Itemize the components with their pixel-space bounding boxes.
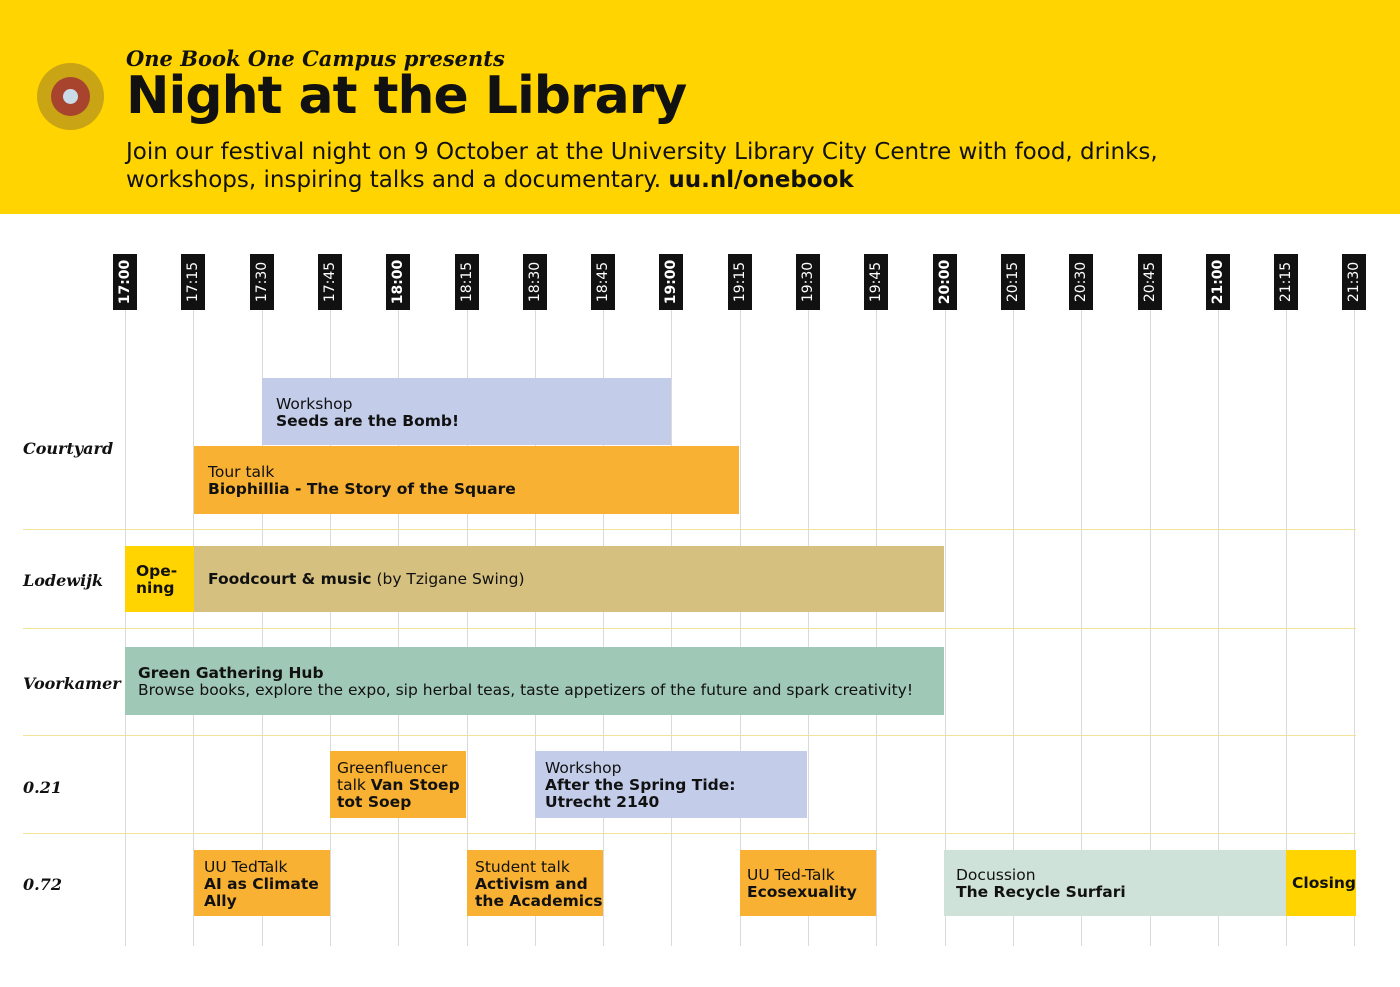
time-tick-label: 20:15 [1005,261,1021,303]
event-kind: Student talk [475,858,570,876]
time-tick: 21:00 [1206,254,1230,310]
time-tick: 18:45 [591,254,615,310]
event-title: Seeds are the Bomb! [276,412,460,430]
time-tick-label: 20:30 [1073,261,1089,303]
event-kind: Docussion [956,866,1036,884]
time-tick: 19:45 [864,254,888,310]
time-tick-label: 18:15 [459,261,475,303]
time-tick-label: 21:30 [1346,261,1362,303]
time-tick: 18:30 [523,254,547,310]
event-activism-student-talk[interactable]: Student talk Activism and the Academics [467,850,603,916]
time-tick: 17:30 [250,254,274,310]
event-note: (by Tzigane Swing) [376,570,525,588]
event-biophillia-tour[interactable]: Tour talk Biophillia - The Story of the … [194,446,739,514]
event-title: AI as Climate [204,875,319,893]
time-tick: 18:00 [386,254,410,310]
event-green-gathering-hub[interactable]: Green Gathering Hub Browse books, explor… [125,647,944,715]
event-kind: UU TedTalk [204,858,288,876]
event-closing[interactable]: Closing [1286,850,1356,916]
row-separator [23,628,1356,629]
time-tick: 21:30 [1342,254,1366,310]
room-label-072: 0.72 [23,875,62,894]
event-ecosexuality-tedtalk[interactable]: UU Ted-Talk Ecosexuality [740,850,876,916]
page-title: Night at the Library [126,66,687,126]
time-tick-label: 18:30 [527,261,543,303]
time-tick-label: 19:00 [663,259,679,305]
event-kind: UU Ted-Talk [747,866,835,884]
event-title: ning [136,579,175,597]
logo-icon [37,63,104,130]
event-title: Ally [204,892,237,910]
event-title: Ecosexuality [747,883,857,901]
event-text: Browse books, explore the expo, sip herb… [138,681,914,699]
row-separator [23,833,1356,834]
time-tick-label: 19:15 [732,261,748,303]
event-kind: talk [337,776,366,794]
room-label-021: 0.21 [23,778,62,797]
event-kind: Workshop [545,759,622,777]
room-label-lodewijk: Lodewijk [23,571,104,590]
event-title: Ope- [136,562,178,580]
time-tick: 18:15 [455,254,479,310]
event-ai-climate-tedtalk[interactable]: UU TedTalk AI as Climate Ally [194,850,330,916]
event-title: Activism and [475,875,588,893]
time-tick-label: 17:15 [185,261,201,303]
event-title: After the Spring Tide: [545,776,736,794]
event-title: tot Soep [337,793,412,811]
event-seeds-workshop[interactable]: Workshop Seeds are the Bomb! [262,378,671,445]
time-tick-label: 19:30 [800,261,816,303]
event-title: the Academics [475,892,603,910]
event-foodcourt[interactable]: Foodcourt & music (by Tzigane Swing) [194,546,944,612]
event-title: Van Stoep [370,776,460,794]
time-tick: 19:00 [659,254,683,310]
row-separator [23,735,1356,736]
event-title: The Recycle Surfari [956,883,1126,901]
onebook-link[interactable]: uu.nl/onebook [668,167,854,193]
presents-line: One Book One Campus presents [126,46,505,71]
time-tick-label: 17:30 [254,261,270,303]
time-tick: 17:45 [318,254,342,310]
time-tick-label: 20:45 [1142,261,1158,303]
event-recycle-surfari-docussion[interactable]: Docussion The Recycle Surfari [944,850,1286,916]
event-kind: Greenfluencer [337,759,448,777]
time-tick: 19:15 [728,254,752,310]
header-banner: One Book One Campus presents Night at th… [0,0,1400,214]
time-tick: 21:15 [1274,254,1298,310]
time-tick: 20:00 [933,254,957,310]
time-tick-label: 17:00 [117,259,133,305]
time-tick-label: 18:45 [595,261,611,303]
time-tick: 20:30 [1069,254,1093,310]
event-title: Utrecht 2140 [545,793,660,811]
time-tick-label: 18:00 [390,259,406,305]
event-title: Foodcourt & music [208,570,372,588]
room-label-courtyard: Courtyard [23,439,114,458]
event-spring-tide-workshop[interactable]: Workshop After the Spring Tide: Utrecht … [535,751,807,818]
event-title: Biophillia - The Story of the Square [208,480,516,498]
time-tick: 20:15 [1001,254,1025,310]
event-greenfluencer-talk[interactable]: Greenfluencer talk Van Stoep tot Soep [330,751,466,818]
room-label-voorkamer: Voorkamer [23,674,121,693]
time-tick-label: 21:15 [1278,261,1294,303]
time-tick: 17:00 [113,254,137,310]
row-separator [23,529,1356,530]
event-title: Closing [1292,874,1356,892]
time-tick-label: 17:45 [322,261,338,303]
time-tick-label: 19:45 [868,261,884,303]
event-kind: Workshop [276,395,353,413]
time-tick-label: 21:00 [1210,259,1226,305]
event-description: Join our festival night on 9 October at … [126,139,1158,193]
time-tick: 17:15 [181,254,205,310]
time-tick: 19:30 [796,254,820,310]
time-tick-label: 20:00 [937,259,953,305]
event-kind: Tour talk [208,463,275,481]
time-tick: 20:45 [1138,254,1162,310]
event-opening[interactable]: Ope- ning [125,546,194,612]
event-title: Green Gathering Hub [138,664,324,682]
